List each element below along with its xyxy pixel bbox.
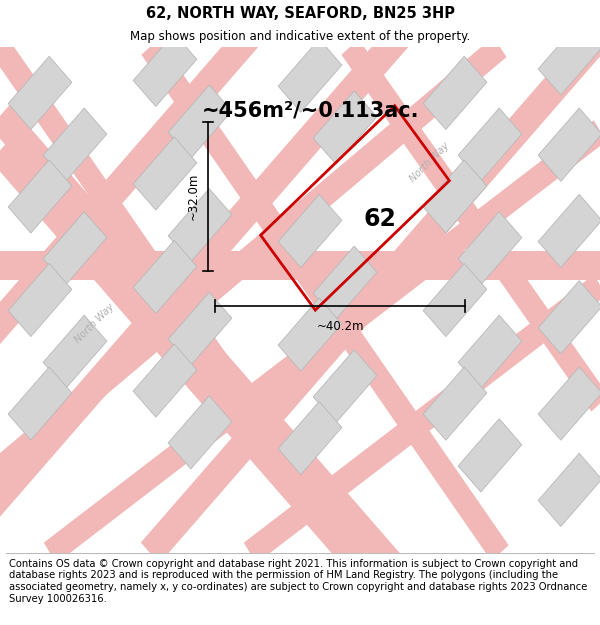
Polygon shape [0, 25, 409, 564]
Text: ~40.2m: ~40.2m [316, 319, 364, 332]
Polygon shape [43, 212, 107, 285]
Polygon shape [244, 274, 600, 564]
Text: North Way: North Way [409, 140, 452, 184]
Polygon shape [43, 315, 107, 388]
Polygon shape [278, 39, 342, 112]
Polygon shape [538, 108, 600, 181]
Polygon shape [278, 194, 342, 268]
Polygon shape [142, 39, 509, 561]
Text: ~456m²/~0.113ac.: ~456m²/~0.113ac. [201, 100, 419, 120]
Polygon shape [278, 401, 342, 474]
Polygon shape [0, 251, 600, 281]
Text: 62, NORTH WAY, SEAFORD, BN25 3HP: 62, NORTH WAY, SEAFORD, BN25 3HP [146, 6, 455, 21]
Polygon shape [341, 39, 600, 411]
Polygon shape [8, 263, 72, 337]
Polygon shape [8, 367, 72, 440]
Polygon shape [8, 160, 72, 233]
Polygon shape [538, 194, 600, 268]
Polygon shape [313, 349, 377, 423]
Polygon shape [423, 160, 487, 233]
Polygon shape [168, 292, 232, 366]
Polygon shape [423, 263, 487, 337]
Text: North Way: North Way [73, 301, 116, 344]
Polygon shape [43, 108, 107, 181]
Polygon shape [538, 367, 600, 440]
Text: ~32.0m: ~32.0m [187, 173, 200, 220]
Polygon shape [133, 33, 197, 106]
Polygon shape [538, 281, 600, 354]
Polygon shape [278, 298, 342, 371]
Polygon shape [0, 140, 600, 625]
Polygon shape [133, 137, 197, 210]
Polygon shape [423, 367, 487, 440]
Polygon shape [168, 396, 232, 469]
Polygon shape [0, 39, 359, 561]
Text: Contains OS data © Crown copyright and database right 2021. This information is : Contains OS data © Crown copyright and d… [9, 559, 587, 604]
Polygon shape [458, 419, 522, 492]
Polygon shape [423, 56, 487, 129]
Polygon shape [458, 212, 522, 285]
Polygon shape [538, 22, 600, 95]
Polygon shape [458, 315, 522, 388]
Polygon shape [133, 241, 197, 314]
Polygon shape [168, 189, 232, 262]
Polygon shape [44, 121, 600, 564]
Polygon shape [0, 104, 600, 625]
Polygon shape [141, 25, 600, 564]
Text: Map shows position and indicative extent of the property.: Map shows position and indicative extent… [130, 30, 470, 43]
Polygon shape [8, 56, 72, 129]
Polygon shape [0, 25, 259, 564]
Polygon shape [313, 91, 377, 164]
Polygon shape [133, 344, 197, 417]
Polygon shape [538, 453, 600, 526]
Polygon shape [313, 246, 377, 319]
Text: 62: 62 [364, 208, 397, 231]
Polygon shape [458, 108, 522, 181]
Polygon shape [0, 37, 506, 563]
Polygon shape [168, 85, 232, 158]
